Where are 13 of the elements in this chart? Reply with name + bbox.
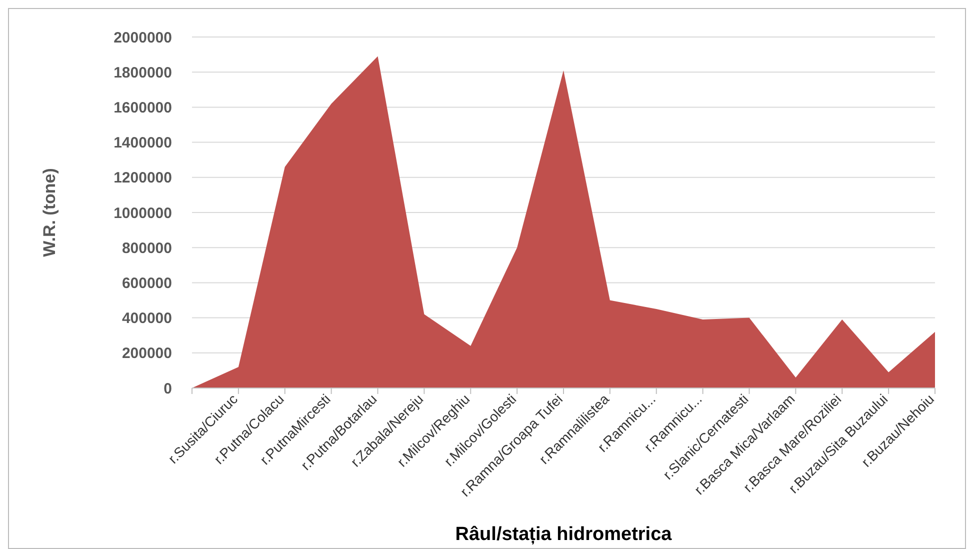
y-tick-label: 0 <box>164 380 172 398</box>
y-tick-label: 800000 <box>122 240 172 257</box>
y-tick-label: 1800000 <box>114 64 172 82</box>
y-tick-label: 2000000 <box>114 29 172 46</box>
y-tick-label: 200000 <box>122 345 172 362</box>
y-tick-label: 1400000 <box>114 134 172 152</box>
y-tick-label: 400000 <box>122 310 172 328</box>
x-axis-title: Râul/stația hidrometrica <box>455 524 672 545</box>
y-tick-label: 600000 <box>122 275 172 292</box>
y-tick-label: 1200000 <box>114 170 172 187</box>
y-axis-title: W.R. (tone) <box>40 168 60 257</box>
y-tick-label: 1600000 <box>114 100 172 117</box>
y-tick-label: 1000000 <box>114 204 172 222</box>
